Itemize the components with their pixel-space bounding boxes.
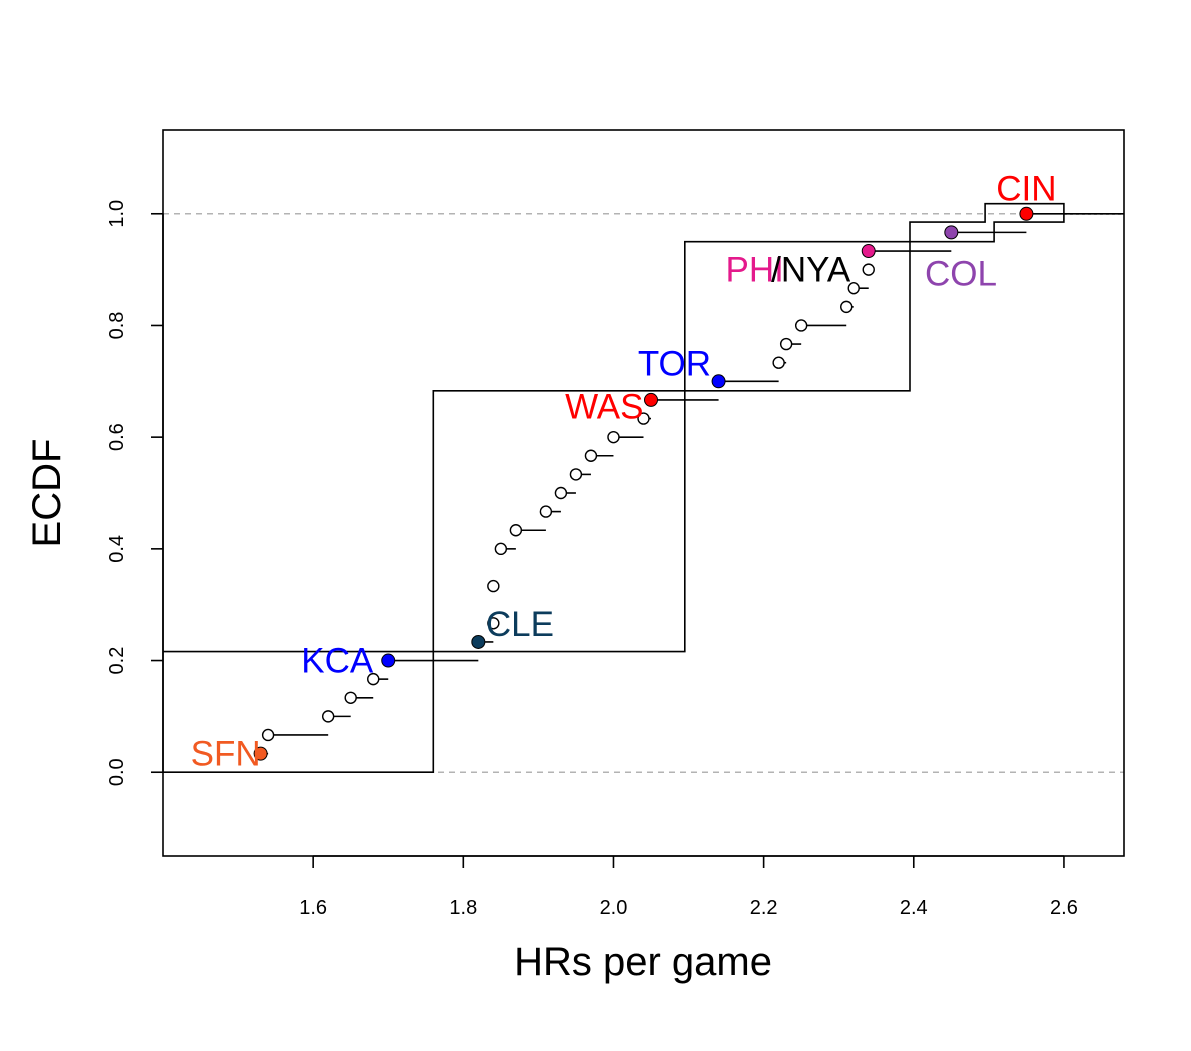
- y-tick-label: 0.2: [106, 647, 128, 675]
- ecdf-point: [539, 505, 553, 518]
- team-label-nya: /NYA: [771, 251, 851, 290]
- highlighted-point: [944, 225, 959, 240]
- highlighted-point: [381, 653, 396, 668]
- x-tick-label: 1.6: [299, 897, 327, 919]
- team-label-tor: TOR: [638, 344, 711, 383]
- confidence-band: [163, 202, 1065, 773]
- ecdf-point: [487, 579, 500, 593]
- ecdf-segments: [260, 212, 1124, 755]
- highlighted-point: [711, 374, 726, 389]
- ecdf-point: [584, 449, 598, 462]
- ecdf-point: [344, 691, 357, 704]
- x-tick-label: 2.2: [750, 897, 778, 919]
- highlighted-point: [644, 392, 659, 407]
- ecdf-point: [779, 337, 793, 351]
- highlighted-point: [861, 244, 876, 259]
- highlighted-point: [1019, 206, 1034, 221]
- x-tick-label: 1.8: [449, 897, 477, 919]
- team-label-col: COL: [925, 255, 997, 294]
- ecdf-point: [840, 300, 853, 314]
- x-axis-title: HRs per game: [514, 940, 772, 984]
- ecdf-point: [494, 542, 508, 556]
- y-tick-label: 0.4: [106, 535, 128, 563]
- ecdf-point: [554, 486, 568, 500]
- team-label-cin: CIN: [996, 170, 1056, 209]
- ecdf-points: [253, 206, 1034, 761]
- ecdf-point: [569, 468, 583, 481]
- y-tick-label: 0.6: [106, 423, 128, 451]
- team-label-sfn: SFN: [191, 735, 261, 774]
- ecdf-point: [367, 672, 380, 686]
- ecdf-point: [772, 356, 785, 369]
- x-tick-label: 2.4: [900, 897, 928, 919]
- team-label-kca: KCA: [301, 642, 374, 681]
- ecdf-point: [607, 430, 620, 444]
- y-axis-title: ECDF: [25, 439, 69, 548]
- y-tick-label: 0.0: [106, 758, 128, 786]
- team-label-phi: PHI: [726, 251, 784, 290]
- plot-frame: [162, 129, 1125, 857]
- reference-lines: [163, 213, 1124, 773]
- ecdf-point: [637, 412, 650, 425]
- band-step-outline: [163, 202, 1065, 773]
- ecdf-point: [847, 282, 860, 295]
- team-label-was: WAS: [565, 387, 643, 426]
- ecdf-point: [862, 263, 875, 276]
- ecdf-point: [487, 617, 500, 630]
- ecdf-point: [794, 319, 808, 332]
- ecdf-point: [261, 728, 275, 742]
- highlighted-point: [253, 746, 268, 761]
- x-axis: 1.6 1.8 2.0 2.2 2.4 2.6: [299, 855, 1078, 919]
- y-tick-label: 1.0: [106, 200, 128, 228]
- y-axis: 0.0 0.2 0.4 0.6 0.8 1.0: [106, 200, 164, 786]
- ecdf-point: [321, 710, 335, 723]
- team-label-cle: CLE: [486, 605, 554, 644]
- x-tick-label: 2.0: [600, 897, 628, 919]
- team-labels: SFN KCA CLE WAS TOR PHI/NYA COL CIN: [191, 170, 1057, 774]
- y-tick-label: 0.8: [106, 312, 128, 340]
- x-tick-label: 2.6: [1050, 897, 1078, 919]
- ecdf-point: [509, 524, 523, 537]
- highlighted-point: [471, 634, 486, 649]
